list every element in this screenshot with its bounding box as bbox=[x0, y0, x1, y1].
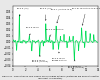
Text: Rx 0.5 Tx 0.5
Bridge 0.5+0.5: Rx 0.5 Tx 0.5 Bridge 0.5+0.5 bbox=[52, 52, 67, 61]
Text: Rx 0.5 (0.5): Rx 0.5 (0.5) bbox=[17, 8, 28, 16]
Text: Rx 1.0 Tx 0.5
Rx 0.5 (0.5+0.5): Rx 1.0 Tx 0.5 Rx 0.5 (0.5+0.5) bbox=[68, 60, 84, 68]
Text: Rx 0.5 Tx 0.5
Rx 0.5 (0.5+0.5): Rx 0.5 Tx 0.5 Rx 0.5 (0.5+0.5) bbox=[32, 55, 49, 62]
Text: Rx 0.5 Tx 0.5+0.5: Rx 0.5 Tx 0.5+0.5 bbox=[46, 28, 64, 36]
Text: Rx 0.7 (0.5+0.5+0.5): Rx 0.7 (0.5+0.5+0.5) bbox=[51, 8, 72, 23]
Text: Rx 0.5 Tx 0.5: Rx 0.5 Tx 0.5 bbox=[26, 27, 39, 35]
Text: Figure 10 - Simulation of TDR signals for a complex network (distances are halve: Figure 10 - Simulation of TDR signals fo… bbox=[2, 75, 98, 79]
Text: Rx 7.5* Tx 0.5+0.5+0.5+0.5: Rx 7.5* Tx 0.5+0.5+0.5+0.5 bbox=[72, 8, 100, 25]
Text: Rx 0.3 (0.3): Rx 0.3 (0.3) bbox=[40, 8, 51, 20]
